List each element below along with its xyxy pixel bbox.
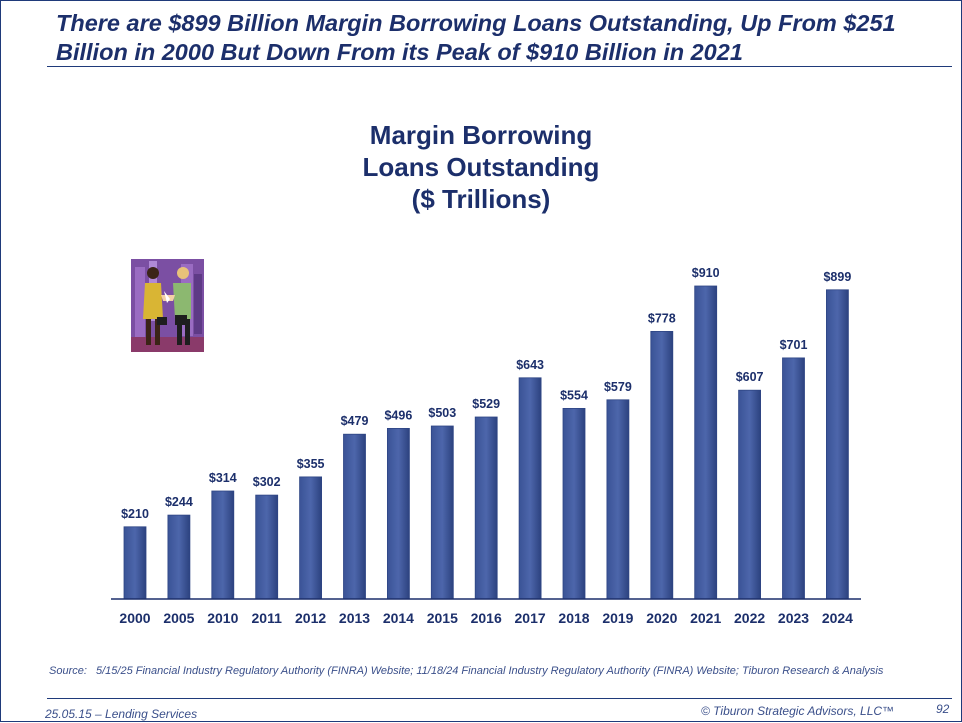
headline-divider bbox=[47, 66, 952, 67]
x-tick-2000: 2000 bbox=[119, 610, 150, 626]
handshake-businesspeople-icon bbox=[131, 259, 204, 352]
page-number: 92 bbox=[936, 702, 950, 716]
data-label-2021: $910 bbox=[692, 266, 720, 280]
x-tick-2013: 2013 bbox=[339, 610, 370, 626]
data-label-2019: $579 bbox=[604, 380, 632, 394]
data-label-2023: $701 bbox=[780, 338, 808, 352]
x-tick-2023: 2023 bbox=[778, 610, 809, 626]
bar-2014 bbox=[386, 427, 410, 600]
data-label-2005: $244 bbox=[165, 495, 193, 509]
x-tick-2012: 2012 bbox=[295, 610, 326, 626]
footer-copyright: © Tiburon Strategic Advisors, LLC™ bbox=[701, 704, 895, 718]
bar-2024 bbox=[826, 289, 849, 600]
bar-2013 bbox=[343, 433, 366, 600]
footer-date-section: 25.05.15 – Lending Services bbox=[45, 707, 198, 721]
x-tick-2017: 2017 bbox=[515, 610, 546, 626]
chart-title: Margin Borrowing Loans Outstanding ($ Tr… bbox=[331, 119, 631, 215]
x-tick-2021: 2021 bbox=[690, 610, 721, 626]
bar-2022 bbox=[738, 389, 761, 600]
bar-2015 bbox=[430, 425, 454, 600]
chart-title-line-3: ($ Trillions) bbox=[411, 184, 551, 214]
data-label-2024: $899 bbox=[823, 270, 851, 284]
data-label-2022: $607 bbox=[736, 370, 764, 384]
data-label-2011: $302 bbox=[253, 475, 281, 489]
x-tick-2016: 2016 bbox=[471, 610, 502, 626]
x-tick-2022: 2022 bbox=[734, 610, 765, 626]
data-label-2014: $496 bbox=[384, 408, 412, 422]
bar-2005 bbox=[167, 514, 191, 600]
bar-2021 bbox=[694, 285, 718, 600]
footer-divider bbox=[47, 698, 952, 699]
bar-2018 bbox=[562, 407, 586, 600]
data-label-2010: $314 bbox=[209, 471, 237, 485]
bar-2023 bbox=[782, 357, 805, 600]
data-label-2000: $210 bbox=[121, 507, 149, 521]
data-label-2020: $778 bbox=[648, 311, 676, 325]
chart-title-line-2: Loans Outstanding bbox=[362, 152, 600, 182]
slide-headline: There are $899 Billion Margin Borrowing … bbox=[56, 10, 896, 65]
chart-title-line-1: Margin Borrowing bbox=[369, 120, 593, 150]
x-tick-2020: 2020 bbox=[646, 610, 677, 626]
bar-2019 bbox=[606, 399, 630, 600]
bar-2020 bbox=[650, 330, 674, 600]
bar-2016 bbox=[474, 416, 498, 600]
x-tick-2024: 2024 bbox=[822, 610, 853, 626]
bar-2017 bbox=[518, 377, 542, 600]
data-label-2017: $643 bbox=[516, 358, 544, 372]
data-label-2016: $529 bbox=[472, 397, 500, 411]
x-tick-2011: 2011 bbox=[252, 610, 283, 626]
bar-2010 bbox=[211, 490, 235, 600]
bar-2012 bbox=[299, 476, 323, 600]
data-label-2015: $503 bbox=[428, 406, 456, 420]
x-tick-2018: 2018 bbox=[558, 610, 589, 626]
bar-2011 bbox=[255, 494, 279, 600]
bar-2000 bbox=[123, 526, 147, 600]
x-tick-2014: 2014 bbox=[383, 610, 414, 626]
x-tick-2015: 2015 bbox=[427, 610, 458, 626]
source-label: Source: bbox=[49, 665, 87, 677]
x-tick-2019: 2019 bbox=[602, 610, 633, 626]
data-label-2012: $355 bbox=[297, 457, 325, 471]
x-tick-2005: 2005 bbox=[163, 610, 194, 626]
source-text: 5/15/25 Financial Industry Regulatory Au… bbox=[96, 665, 884, 677]
data-label-2018: $554 bbox=[560, 388, 588, 402]
x-tick-2010: 2010 bbox=[207, 610, 238, 626]
data-label-2013: $479 bbox=[341, 414, 369, 428]
